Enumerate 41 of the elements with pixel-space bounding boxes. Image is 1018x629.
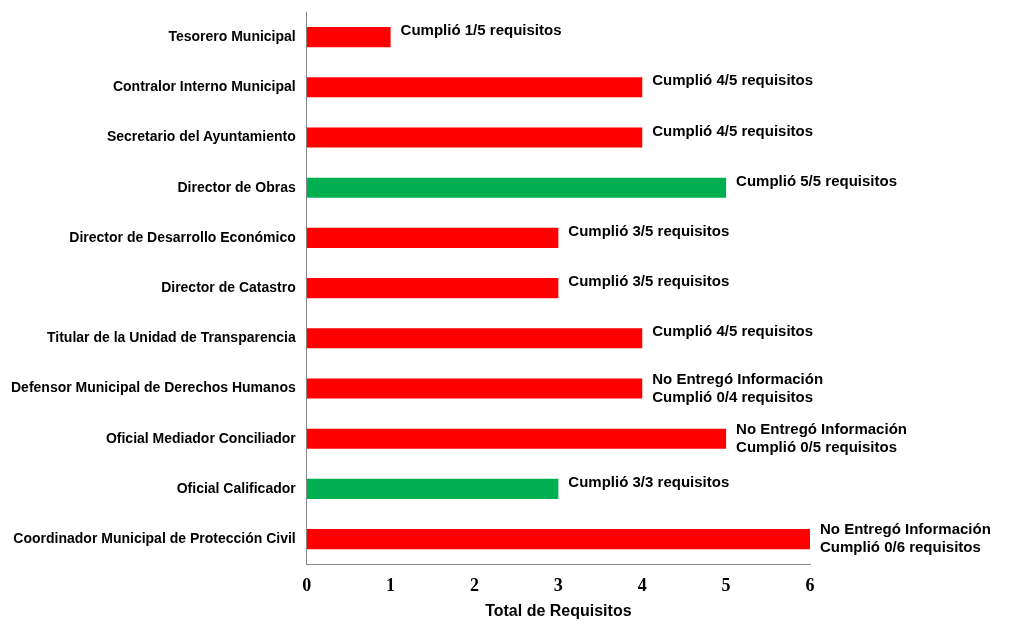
y-tick-label: Director de Catastro <box>161 278 296 295</box>
bar <box>306 227 559 248</box>
y-tick-label: Oficial Mediador Conciliador <box>105 429 297 446</box>
x-tick-label: 2 <box>469 574 479 595</box>
x-axis-title: Total de Requisitos <box>485 601 632 619</box>
bar <box>306 328 643 349</box>
y-tick-label: Director de Desarrollo Económico <box>69 228 296 245</box>
x-tick-label: 0 <box>302 574 312 595</box>
x-tick-label: 4 <box>637 574 647 595</box>
data-label: No Entregó Información Cumplió 0/4 requisitos <box>652 369 824 405</box>
bar <box>306 77 643 98</box>
data-label: Cumplió 4/5 requisitos <box>652 121 814 139</box>
y-tick-label: Titular de la Unidad de Transparencia <box>47 329 296 346</box>
y-tick-label: Tesorero Municipal <box>168 27 296 44</box>
y-tick-label: Defensor Municipal de Derechos Humanos <box>11 379 296 396</box>
bar <box>306 27 391 48</box>
y-tick-label: Coordinador Municipal de Protección Civil <box>13 529 296 546</box>
data-label: Cumplió 4/5 requisitos <box>652 71 814 89</box>
data-label: Cumplió 3/5 requisitos <box>568 222 730 240</box>
x-tick-label: 1 <box>386 574 396 595</box>
data-label: No Entregó Información Cumplió 0/6 requisitos <box>820 520 991 556</box>
data-label: Cumplió 3/5 requisitos <box>568 272 730 290</box>
data-label: Cumplió 1/5 requisitos <box>400 21 562 39</box>
x-tick-label: 3 <box>553 574 563 595</box>
bar <box>306 529 810 550</box>
bar <box>306 428 727 449</box>
y-tick-label: Director de Obras <box>177 178 296 195</box>
bar <box>306 278 559 299</box>
x-tick-label: 6 <box>805 574 815 595</box>
bar <box>306 177 727 198</box>
data-label: Cumplió 3/3 requisitos <box>568 473 730 491</box>
data-label: No Entregó Información Cumplió 0/5 requisitos <box>736 419 907 455</box>
data-label: Cumplió 5/5 requisitos <box>736 171 897 189</box>
bar <box>306 378 643 399</box>
x-tick-label: 5 <box>721 574 731 595</box>
y-tick-label: Oficial Calificador <box>176 479 297 496</box>
data-label: Cumplió 4/5 requisitos <box>652 322 814 340</box>
y-tick-label: Contralor Interno Municipal <box>112 78 296 95</box>
y-tick-label: Secretario del Ayuntamiento <box>106 128 296 145</box>
bar <box>306 127 643 148</box>
bar <box>306 478 559 499</box>
